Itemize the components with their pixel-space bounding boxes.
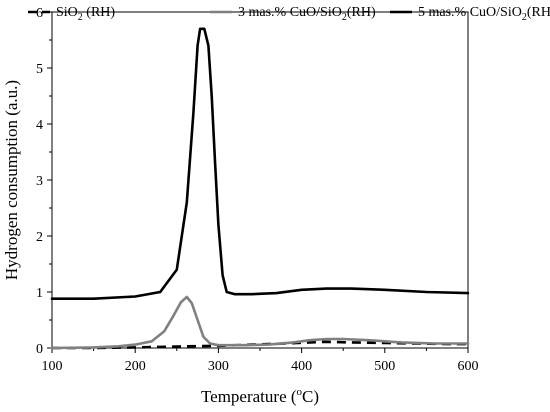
- y-axis-title: Hydrogen consumption (a.u.): [2, 80, 21, 280]
- series-line-3: [50, 27, 470, 300]
- y-tick-label: 6: [36, 6, 43, 21]
- x-tick-label: 400: [291, 359, 312, 374]
- y-tick-label: 0: [36, 342, 43, 357]
- legend-label-3: 5 mas.% CuO/SiO2(RH): [418, 5, 550, 23]
- legend-label-1: SiO2 (RH): [56, 5, 115, 23]
- x-tick-label: 600: [458, 359, 479, 374]
- series-layer: [50, 27, 470, 350]
- y-tick-label: 4: [36, 118, 43, 133]
- y-tick-label: 2: [36, 230, 43, 245]
- x-tick-label: 500: [374, 359, 395, 374]
- x-tick-label: 200: [125, 359, 146, 374]
- y-tick-label: 5: [36, 62, 43, 77]
- x-tick-label: 100: [42, 359, 63, 374]
- legend-label-2: 3 mas.% CuO/SiO2(RH): [238, 5, 376, 23]
- y-tick-label: 1: [36, 286, 43, 301]
- axis-ticks: 100 200 300 400 500 600 0 1 2 3 4 5 6: [36, 6, 479, 374]
- x-tick-label: 300: [208, 359, 229, 374]
- x-axis-title: Temperature (oC): [201, 386, 319, 406]
- series-line-2: [50, 295, 470, 350]
- y-tick-label: 3: [36, 174, 43, 189]
- legend: SiO2 (RH) 3 mas.% CuO/SiO2(RH) 5 mas.% CuO…: [28, 5, 550, 23]
